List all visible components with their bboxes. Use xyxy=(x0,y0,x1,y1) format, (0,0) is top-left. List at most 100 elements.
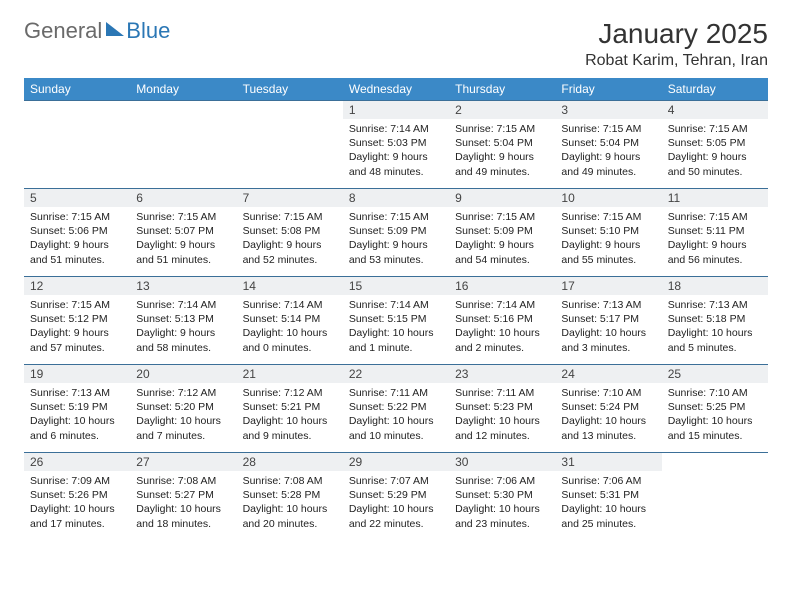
day-number: 11 xyxy=(662,189,768,207)
day-details: Sunrise: 7:15 AMSunset: 5:09 PMDaylight:… xyxy=(455,210,549,267)
calendar-cell xyxy=(662,453,768,541)
day-details: Sunrise: 7:15 AMSunset: 5:08 PMDaylight:… xyxy=(243,210,337,267)
logo-text-general: General xyxy=(24,18,102,44)
calendar-cell: 7 Sunrise: 7:15 AMSunset: 5:08 PMDaylight… xyxy=(237,189,343,277)
day-details: Sunrise: 7:13 AMSunset: 5:19 PMDaylight:… xyxy=(30,386,124,443)
calendar-cell: 28Sunrise: 7:08 AMSunset: 5:28 PMDayligh… xyxy=(237,453,343,541)
calendar-cell xyxy=(24,101,130,189)
day-details: Sunrise: 7:15 AMSunset: 5:07 PMDaylight:… xyxy=(136,210,230,267)
header: General Blue January 2025 Robat Karim, T… xyxy=(24,18,768,70)
day-number: 16 xyxy=(449,277,555,295)
weekday-header: Saturday xyxy=(662,78,768,101)
day-details: Sunrise: 7:11 AMSunset: 5:23 PMDaylight:… xyxy=(455,386,549,443)
day-number: 6 xyxy=(130,189,236,207)
weekday-header: Friday xyxy=(555,78,661,101)
day-details: Sunrise: 7:15 AMSunset: 5:04 PMDaylight:… xyxy=(561,122,655,179)
day-number: 22 xyxy=(343,365,449,383)
calendar-cell: 22 Sunrise: 7:11 AMSunset: 5:22 PMDayligh… xyxy=(343,365,449,453)
day-number: 24 xyxy=(555,365,661,383)
day-number: 5 xyxy=(24,189,130,207)
calendar-cell: 12 Sunrise: 7:15 AMSunset: 5:12 PMDayligh… xyxy=(24,277,130,365)
day-number: 12 xyxy=(24,277,130,295)
weekday-header: Monday xyxy=(130,78,236,101)
day-number: 4 xyxy=(662,101,768,119)
day-number: 3 xyxy=(555,101,661,119)
calendar-cell: 8Sunrise: 7:15 AMSunset: 5:09 PMDaylight… xyxy=(343,189,449,277)
calendar-cell: 21 Sunrise: 7:12 AMSunset: 5:21 PMDayligh… xyxy=(237,365,343,453)
day-details: Sunrise: 7:14 AMSunset: 5:14 PMDaylight:… xyxy=(243,298,337,355)
calendar-cell: 23Sunrise: 7:11 AMSunset: 5:23 PMDayligh… xyxy=(449,365,555,453)
day-number: 9 xyxy=(449,189,555,207)
calendar-head: SundayMondayTuesdayWednesdayThursdayFrid… xyxy=(24,78,768,101)
calendar-cell: 15Sunrise: 7:14 AMSunset: 5:15 PMDayligh… xyxy=(343,277,449,365)
calendar-cell: 31 Sunrise: 7:06 AMSunset: 5:31 PMDayligh… xyxy=(555,453,661,541)
calendar-week: 12 Sunrise: 7:15 AMSunset: 5:12 PMDayligh… xyxy=(24,277,768,365)
calendar-week: 19 Sunrise: 7:13 AMSunset: 5:19 PMDayligh… xyxy=(24,365,768,453)
calendar-cell: 24Sunrise: 7:10 AMSunset: 5:24 PMDayligh… xyxy=(555,365,661,453)
day-details: Sunrise: 7:07 AMSunset: 5:29 PMDaylight:… xyxy=(349,474,443,531)
calendar-table: SundayMondayTuesdayWednesdayThursdayFrid… xyxy=(24,78,768,541)
day-details: Sunrise: 7:13 AMSunset: 5:17 PMDaylight:… xyxy=(561,298,655,355)
day-number: 21 xyxy=(237,365,343,383)
day-number: 25 xyxy=(662,365,768,383)
calendar-week: 1Sunrise: 7:14 AMSunset: 5:03 PMDaylight… xyxy=(24,101,768,189)
day-number: 10 xyxy=(555,189,661,207)
day-number: 26 xyxy=(24,453,130,471)
calendar-cell: 3 Sunrise: 7:15 AMSunset: 5:04 PMDaylight… xyxy=(555,101,661,189)
day-details: Sunrise: 7:15 AMSunset: 5:06 PMDaylight:… xyxy=(30,210,124,267)
day-details: Sunrise: 7:08 AMSunset: 5:27 PMDaylight:… xyxy=(136,474,230,531)
calendar-cell: 25 Sunrise: 7:10 AMSunset: 5:25 PMDayligh… xyxy=(662,365,768,453)
calendar-cell: 13Sunrise: 7:14 AMSunset: 5:13 PMDayligh… xyxy=(130,277,236,365)
calendar-cell: 4Sunrise: 7:15 AMSunset: 5:05 PMDaylight… xyxy=(662,101,768,189)
day-details: Sunrise: 7:15 AMSunset: 5:04 PMDaylight:… xyxy=(455,122,549,179)
day-number: 18 xyxy=(662,277,768,295)
calendar-cell: 11Sunrise: 7:15 AMSunset: 5:11 PMDayligh… xyxy=(662,189,768,277)
calendar-week: 5 Sunrise: 7:15 AMSunset: 5:06 PMDaylight… xyxy=(24,189,768,277)
weekday-header: Sunday xyxy=(24,78,130,101)
calendar-cell: 2 Sunrise: 7:15 AMSunset: 5:04 PMDaylight… xyxy=(449,101,555,189)
weekday-header: Tuesday xyxy=(237,78,343,101)
calendar-cell: 27 Sunrise: 7:08 AMSunset: 5:27 PMDayligh… xyxy=(130,453,236,541)
day-details: Sunrise: 7:12 AMSunset: 5:21 PMDaylight:… xyxy=(243,386,337,443)
calendar-cell: 16 Sunrise: 7:14 AMSunset: 5:16 PMDayligh… xyxy=(449,277,555,365)
day-details: Sunrise: 7:13 AMSunset: 5:18 PMDaylight:… xyxy=(668,298,762,355)
day-details: Sunrise: 7:10 AMSunset: 5:25 PMDaylight:… xyxy=(668,386,762,443)
day-number: 27 xyxy=(130,453,236,471)
day-number: 14 xyxy=(237,277,343,295)
calendar-cell: 10 Sunrise: 7:15 AMSunset: 5:10 PMDayligh… xyxy=(555,189,661,277)
day-number: 13 xyxy=(130,277,236,295)
day-number: 28 xyxy=(237,453,343,471)
month-title: January 2025 xyxy=(585,18,768,50)
calendar-cell: 1Sunrise: 7:14 AMSunset: 5:03 PMDaylight… xyxy=(343,101,449,189)
weekday-header: Wednesday xyxy=(343,78,449,101)
day-number: 7 xyxy=(237,189,343,207)
calendar-cell: 29Sunrise: 7:07 AMSunset: 5:29 PMDayligh… xyxy=(343,453,449,541)
calendar-week: 26 Sunrise: 7:09 AMSunset: 5:26 PMDayligh… xyxy=(24,453,768,541)
day-details: Sunrise: 7:14 AMSunset: 5:16 PMDaylight:… xyxy=(455,298,549,355)
day-details: Sunrise: 7:06 AMSunset: 5:30 PMDaylight:… xyxy=(455,474,549,531)
day-number: 19 xyxy=(24,365,130,383)
day-details: Sunrise: 7:06 AMSunset: 5:31 PMDaylight:… xyxy=(561,474,655,531)
day-number: 1 xyxy=(343,101,449,119)
calendar-cell: 20 Sunrise: 7:12 AMSunset: 5:20 PMDayligh… xyxy=(130,365,236,453)
day-number: 20 xyxy=(130,365,236,383)
day-details: Sunrise: 7:09 AMSunset: 5:26 PMDaylight:… xyxy=(30,474,124,531)
day-number: 31 xyxy=(555,453,661,471)
day-details: Sunrise: 7:12 AMSunset: 5:20 PMDaylight:… xyxy=(136,386,230,443)
calendar-cell: 19 Sunrise: 7:13 AMSunset: 5:19 PMDayligh… xyxy=(24,365,130,453)
day-details: Sunrise: 7:15 AMSunset: 5:12 PMDaylight:… xyxy=(30,298,124,355)
calendar-cell: 26 Sunrise: 7:09 AMSunset: 5:26 PMDayligh… xyxy=(24,453,130,541)
day-number: 2 xyxy=(449,101,555,119)
calendar-cell: 5 Sunrise: 7:15 AMSunset: 5:06 PMDaylight… xyxy=(24,189,130,277)
day-details: Sunrise: 7:11 AMSunset: 5:22 PMDaylight:… xyxy=(349,386,443,443)
calendar-cell xyxy=(237,101,343,189)
location: Robat Karim, Tehran, Iran xyxy=(585,52,768,70)
calendar-cell xyxy=(130,101,236,189)
day-number: 30 xyxy=(449,453,555,471)
day-number: 17 xyxy=(555,277,661,295)
logo-text-blue: Blue xyxy=(126,18,170,44)
calendar-cell: 9 Sunrise: 7:15 AMSunset: 5:09 PMDaylight… xyxy=(449,189,555,277)
day-details: Sunrise: 7:15 AMSunset: 5:10 PMDaylight:… xyxy=(561,210,655,267)
title-block: January 2025 Robat Karim, Tehran, Iran xyxy=(585,18,768,70)
calendar-cell: 30 Sunrise: 7:06 AMSunset: 5:30 PMDayligh… xyxy=(449,453,555,541)
